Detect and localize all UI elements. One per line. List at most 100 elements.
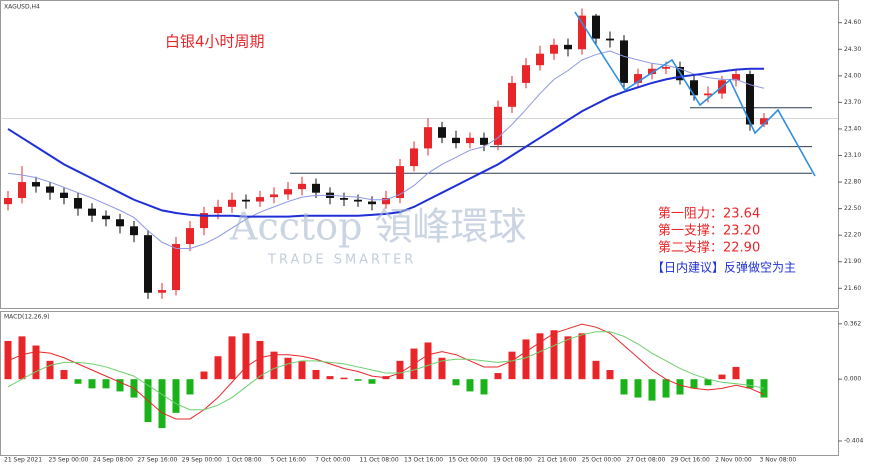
macd-bar bbox=[480, 379, 488, 395]
candle-body bbox=[466, 137, 474, 144]
candle-body bbox=[4, 197, 12, 205]
candle-body bbox=[578, 15, 586, 50]
y-tick-label: 24.30 bbox=[844, 46, 861, 53]
chart-title: 白银4小时周期 bbox=[165, 33, 265, 51]
macd-bar bbox=[368, 379, 376, 384]
y-tick-label: 22.80 bbox=[844, 179, 861, 186]
candle-body bbox=[592, 15, 600, 39]
macd-bar bbox=[508, 351, 516, 380]
candle-body bbox=[18, 182, 26, 198]
candle-body bbox=[704, 93, 712, 96]
macd-bar bbox=[550, 330, 558, 380]
macd-bar bbox=[578, 333, 586, 380]
annotation: 第一支撑：23.20 bbox=[658, 224, 760, 239]
macd-bar bbox=[746, 379, 754, 389]
candle-body bbox=[550, 44, 558, 54]
x-tick-label: 19 Oct 08:00 bbox=[493, 457, 532, 464]
macd-bar bbox=[522, 339, 530, 380]
y-tick-label: 23.10 bbox=[844, 152, 861, 159]
candle-body bbox=[256, 197, 264, 202]
candle-body bbox=[102, 215, 110, 220]
candle-body bbox=[494, 106, 502, 145]
x-tick-label: 3 Nov 08:00 bbox=[760, 457, 797, 464]
candle-body bbox=[634, 74, 642, 83]
macd-bar bbox=[466, 379, 474, 392]
macd-bar bbox=[494, 373, 502, 380]
y-tick-label: 0.362 bbox=[844, 320, 861, 327]
y-tick-label: 21.90 bbox=[844, 258, 861, 265]
x-tick-label: 27 Oct 08:00 bbox=[626, 457, 665, 464]
macd-bar bbox=[298, 360, 306, 380]
candle-body bbox=[424, 127, 432, 149]
macd-bar bbox=[634, 379, 642, 398]
watermark: Acctop 領峰環球 bbox=[229, 205, 527, 249]
candle-body bbox=[46, 186, 54, 193]
macd-bar bbox=[88, 379, 96, 389]
candle-body bbox=[620, 40, 628, 83]
candle-body bbox=[760, 118, 768, 125]
macd-bar bbox=[732, 366, 740, 380]
macd-line bbox=[7, 331, 765, 411]
macd-bar bbox=[214, 356, 222, 380]
macd-bar bbox=[228, 336, 236, 380]
candle-body bbox=[242, 199, 250, 202]
y-tick-label: 23.70 bbox=[844, 99, 861, 106]
macd-bar bbox=[46, 360, 54, 380]
candle-body bbox=[606, 38, 614, 41]
macd-bar bbox=[32, 345, 40, 380]
macd-bar bbox=[242, 333, 250, 380]
macd-bar bbox=[396, 360, 404, 380]
x-tick-label: 21 Sep 2021 bbox=[4, 457, 42, 464]
candle-body bbox=[270, 194, 278, 198]
x-tick-label: 1 Oct 08:00 bbox=[226, 457, 261, 464]
candle-body bbox=[340, 197, 348, 200]
x-tick-label: 15 Oct 00:00 bbox=[448, 457, 487, 464]
macd-bar bbox=[424, 342, 432, 380]
candle-body bbox=[186, 228, 194, 245]
candle-body bbox=[452, 137, 460, 144]
macd-bar bbox=[284, 357, 292, 380]
y-tick-label: 22.20 bbox=[844, 232, 861, 239]
y-tick-label: 0.000 bbox=[844, 376, 861, 383]
x-tick-label: 13 Oct 16:00 bbox=[404, 457, 443, 464]
macd-bar bbox=[718, 374, 726, 380]
candle-body bbox=[564, 44, 572, 50]
x-tick-label: 5 Oct 16:00 bbox=[271, 457, 306, 464]
macd-bar bbox=[438, 357, 446, 380]
macd-bar bbox=[620, 379, 628, 395]
annotation: 第一阻力：23.64 bbox=[658, 207, 760, 222]
macd-bar bbox=[270, 351, 278, 380]
x-tick-label: 29 Oct 16:00 bbox=[671, 457, 710, 464]
macd-bar bbox=[116, 379, 124, 392]
macd-bar bbox=[662, 379, 670, 398]
candle-body bbox=[284, 189, 292, 195]
macd-bar bbox=[256, 340, 264, 380]
y-tick-label: 24.60 bbox=[844, 19, 861, 26]
macd-bar bbox=[186, 379, 194, 395]
candle-body bbox=[522, 65, 530, 83]
candle-body bbox=[172, 244, 180, 291]
macd-bar bbox=[704, 379, 712, 386]
macd-bar bbox=[74, 379, 82, 384]
x-tick-label: 27 Sep 16:00 bbox=[137, 457, 177, 464]
candle-body bbox=[32, 182, 40, 187]
candle-body bbox=[158, 290, 166, 293]
macd-bar bbox=[158, 379, 166, 429]
macd-bar bbox=[606, 370, 614, 380]
y-tick-label: 22.50 bbox=[844, 205, 861, 212]
candle-body bbox=[662, 66, 670, 69]
y-tick-label: 21.60 bbox=[844, 285, 861, 292]
candle-body bbox=[74, 197, 82, 209]
candle-body bbox=[690, 80, 698, 96]
candle-body bbox=[298, 183, 306, 190]
macd-bar bbox=[4, 340, 12, 380]
candle-body bbox=[312, 183, 320, 193]
y-tick-label: 24.00 bbox=[844, 72, 861, 79]
candle-body bbox=[508, 82, 516, 107]
x-tick-label: 21 Oct 16:00 bbox=[537, 457, 576, 464]
candle-body bbox=[410, 148, 418, 167]
macd-bar bbox=[326, 376, 334, 380]
annotation: 第二支撑：22.90 bbox=[658, 241, 760, 256]
candle-body bbox=[228, 199, 236, 207]
